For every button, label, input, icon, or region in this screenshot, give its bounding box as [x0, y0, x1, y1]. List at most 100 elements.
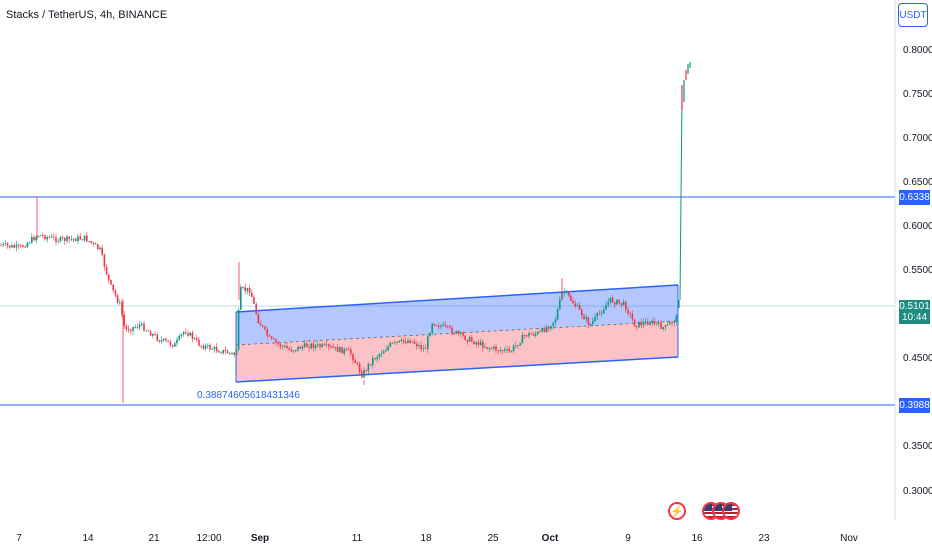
channel-upper-zone[interactable]	[236, 285, 678, 345]
candle	[332, 346, 334, 349]
candle	[512, 345, 515, 352]
candle	[244, 287, 246, 292]
candle	[75, 238, 77, 242]
us-flag-icon[interactable]	[722, 502, 740, 520]
candle	[570, 295, 572, 301]
candle	[130, 330, 132, 332]
x-tick-label: 9	[625, 533, 631, 544]
candle	[603, 309, 605, 314]
candle	[541, 328, 543, 332]
candle	[422, 348, 425, 350]
candle	[609, 297, 612, 303]
y-tick-label: 0.7500	[903, 89, 932, 100]
candle	[339, 347, 341, 352]
candle	[31, 236, 33, 243]
candle	[4, 243, 7, 245]
channel-bottom-line[interactable]	[235, 356, 679, 383]
candle	[156, 334, 158, 341]
candle	[37, 236, 40, 237]
candle	[328, 344, 330, 347]
candle	[145, 330, 147, 332]
candle	[154, 333, 156, 335]
x-tick-label: Nov	[840, 533, 858, 544]
candle	[97, 244, 99, 249]
candle	[380, 353, 383, 355]
candle	[334, 346, 337, 349]
candle	[200, 345, 202, 347]
candle	[574, 303, 576, 307]
candle	[103, 254, 106, 267]
y-tick-label: 0.7000	[903, 133, 932, 144]
candle	[314, 345, 317, 348]
candle	[2, 243, 4, 246]
candle	[26, 242, 29, 248]
candle	[391, 342, 394, 344]
candle	[266, 329, 268, 336]
candle	[501, 350, 504, 351]
candle	[255, 303, 257, 315]
candle	[473, 341, 475, 345]
candle	[354, 360, 356, 363]
candle	[295, 350, 297, 351]
candle	[171, 344, 174, 347]
channel-price-annotation: 0.388746056184313​46	[197, 390, 300, 401]
candle	[44, 235, 46, 240]
currency-button[interactable]: USDT	[898, 3, 928, 27]
candle	[191, 332, 194, 339]
x-tick-label: Oct	[541, 533, 559, 544]
candle	[297, 346, 299, 351]
flash-icon[interactable]: ⚡	[668, 502, 686, 520]
candle	[64, 238, 66, 242]
candle	[400, 339, 403, 341]
candle	[301, 346, 304, 349]
candle	[169, 341, 172, 345]
candle	[367, 363, 370, 371]
candle	[180, 334, 183, 336]
candle	[253, 297, 255, 304]
candle	[457, 330, 460, 334]
candle	[68, 236, 70, 239]
candle	[237, 309, 240, 350]
candle	[565, 291, 568, 293]
candle	[499, 350, 502, 351]
candle	[528, 333, 530, 337]
candle	[143, 323, 145, 331]
candle	[0, 245, 2, 246]
candle	[396, 341, 398, 343]
candle	[350, 349, 352, 354]
candle	[242, 287, 244, 288]
candle	[519, 343, 521, 346]
channel-lower-zone[interactable]	[236, 321, 678, 382]
candle	[372, 358, 374, 365]
channel-top-line[interactable]	[235, 284, 679, 313]
candle	[389, 342, 392, 347]
candle	[352, 353, 354, 361]
support-price-badge[interactable]: 0.3988	[899, 398, 930, 413]
candle	[534, 333, 537, 336]
candle	[455, 330, 458, 334]
candle	[618, 299, 620, 304]
candle	[33, 236, 35, 241]
candle	[596, 313, 598, 317]
candles-group	[0, 197, 678, 403]
candle	[614, 302, 616, 305]
candle	[576, 305, 579, 307]
candle	[218, 351, 220, 353]
candle	[202, 345, 205, 349]
candle	[486, 347, 488, 349]
candle	[286, 345, 288, 349]
candle	[323, 344, 326, 346]
candle	[625, 301, 627, 310]
candle	[662, 327, 664, 329]
candle	[317, 344, 319, 346]
current-price-badge[interactable]: 0.5101 10:44	[899, 300, 930, 324]
candle	[204, 345, 207, 349]
resistance-price-badge[interactable]: 0.6338	[899, 190, 930, 205]
y-tick-label: 0.6500	[903, 177, 932, 188]
x-tick-label: 12:00	[196, 533, 222, 544]
candle	[572, 300, 574, 304]
candle	[105, 266, 108, 275]
x-tick-label: 25	[487, 533, 499, 544]
candle	[508, 348, 510, 352]
